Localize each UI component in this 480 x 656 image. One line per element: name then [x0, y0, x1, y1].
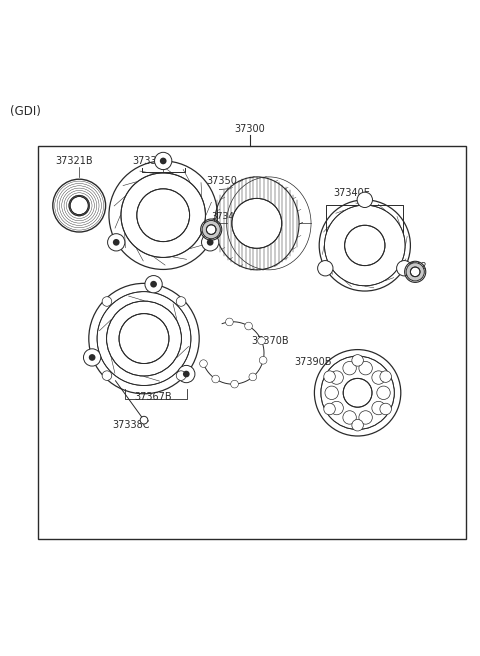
Text: 37390B: 37390B [294, 358, 332, 367]
Circle shape [145, 276, 162, 293]
Circle shape [176, 371, 186, 380]
Circle shape [150, 281, 157, 287]
Text: 37300: 37300 [234, 123, 265, 134]
Text: 37342: 37342 [211, 212, 240, 221]
Circle shape [113, 239, 120, 246]
Circle shape [249, 373, 257, 380]
Text: 37350: 37350 [206, 176, 237, 186]
Circle shape [121, 173, 205, 257]
Text: 37367B: 37367B [135, 392, 172, 402]
Text: 37342: 37342 [398, 262, 427, 272]
Circle shape [70, 197, 88, 215]
Bar [38, 146, 466, 539]
Circle shape [232, 198, 282, 249]
Circle shape [324, 403, 336, 415]
Circle shape [212, 375, 219, 383]
Circle shape [140, 417, 148, 424]
Circle shape [202, 234, 219, 251]
Text: 37321B: 37321B [55, 155, 93, 166]
Circle shape [321, 356, 395, 430]
Circle shape [372, 371, 385, 384]
Circle shape [176, 297, 186, 306]
Circle shape [345, 225, 385, 266]
Circle shape [183, 371, 190, 377]
Circle shape [359, 411, 372, 424]
Circle shape [84, 349, 101, 366]
Circle shape [396, 260, 412, 276]
Circle shape [259, 356, 267, 364]
Text: 37340E: 37340E [334, 188, 371, 198]
Text: 37370B: 37370B [251, 337, 288, 346]
Circle shape [330, 371, 343, 384]
Circle shape [325, 386, 338, 400]
Circle shape [377, 386, 390, 400]
Circle shape [102, 297, 112, 306]
Circle shape [108, 234, 125, 251]
Circle shape [97, 292, 191, 386]
Circle shape [102, 371, 112, 380]
Circle shape [206, 225, 216, 234]
Circle shape [352, 355, 363, 366]
Circle shape [202, 220, 220, 239]
Circle shape [410, 267, 420, 277]
Circle shape [343, 411, 356, 424]
Text: 37330E: 37330E [133, 155, 169, 166]
Circle shape [324, 371, 336, 382]
Text: 37338C: 37338C [113, 420, 150, 430]
Circle shape [89, 354, 96, 361]
Circle shape [352, 419, 363, 431]
Circle shape [137, 189, 190, 241]
Text: (GDI): (GDI) [10, 105, 40, 118]
Circle shape [406, 262, 424, 281]
Circle shape [318, 260, 333, 276]
Circle shape [200, 359, 207, 367]
Circle shape [330, 401, 343, 415]
Circle shape [357, 192, 372, 207]
Circle shape [258, 337, 265, 344]
Circle shape [343, 361, 356, 375]
Circle shape [372, 401, 385, 415]
Circle shape [231, 380, 239, 388]
Circle shape [155, 152, 172, 170]
Circle shape [343, 379, 372, 407]
Circle shape [380, 371, 391, 382]
Circle shape [160, 157, 167, 164]
Circle shape [380, 403, 391, 415]
Circle shape [324, 205, 405, 286]
Circle shape [178, 365, 195, 382]
Circle shape [226, 318, 233, 326]
Circle shape [107, 301, 181, 376]
Circle shape [207, 239, 214, 246]
Circle shape [245, 322, 252, 330]
Circle shape [359, 361, 372, 375]
Circle shape [119, 314, 169, 363]
